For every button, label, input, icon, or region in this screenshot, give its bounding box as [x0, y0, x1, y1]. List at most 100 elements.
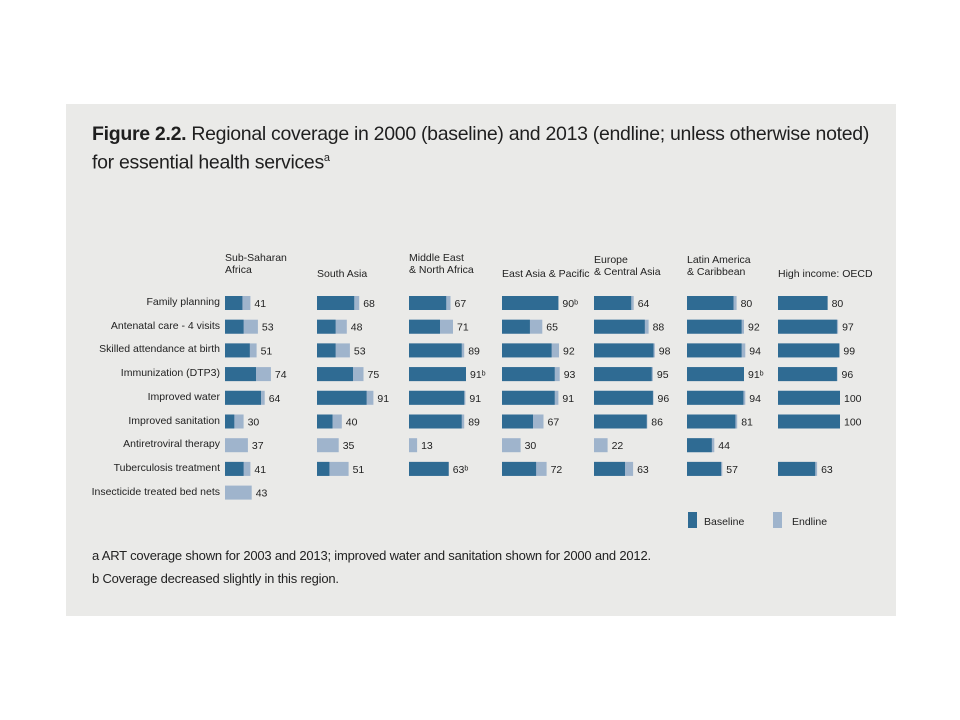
value-label: 86 — [651, 417, 663, 429]
value-label: 13 — [421, 440, 433, 452]
value-label: 96 — [842, 369, 854, 381]
value-label: 41 — [254, 298, 266, 310]
value-label: 72 — [551, 464, 563, 476]
baseline-bar — [687, 414, 736, 429]
value-label: 53 — [354, 345, 366, 357]
baseline-bar — [317, 461, 330, 476]
footnote-b: b Coverage decreased slightly in this re… — [92, 571, 339, 586]
value-label: 75 — [368, 369, 380, 381]
category-label: Improved sanitation — [128, 414, 220, 427]
value-label: 92 — [748, 322, 760, 334]
figure-title-text: Regional coverage in 2000 (baseline) and… — [92, 123, 870, 174]
value-label: 100 — [844, 417, 862, 429]
value-label: 98 — [659, 345, 671, 357]
value-label: 64 — [269, 393, 281, 405]
baseline-bar — [409, 390, 465, 405]
category-label: Improved water — [147, 390, 220, 403]
value-label: 91 — [377, 393, 389, 405]
baseline-bar — [317, 296, 355, 310]
value-label: 43 — [256, 488, 268, 500]
category-label: Antenatal care - 4 visits — [110, 319, 220, 332]
value-label: 99 — [843, 345, 855, 357]
baseline-bar — [225, 367, 256, 382]
baseline-bar — [502, 367, 555, 382]
baseline-bar — [594, 414, 647, 429]
baseline-bar — [225, 390, 261, 405]
baseline-bar — [409, 319, 440, 334]
baseline-bar — [778, 414, 840, 429]
value-label: 97 — [842, 322, 854, 334]
endline-bar — [225, 438, 248, 453]
value-label: 80 — [741, 298, 753, 310]
baseline-bar — [317, 414, 333, 429]
value-label: 92 — [563, 345, 575, 357]
value-label: 80 — [832, 298, 844, 310]
value-label: 91 — [562, 393, 574, 405]
value-label: 22 — [612, 440, 624, 452]
value-label: 91 — [469, 393, 481, 405]
baseline-bar — [225, 343, 250, 358]
region-header: Latin America & Caribbean — [687, 254, 751, 278]
value-label: 41 — [254, 464, 266, 476]
value-label: 51 — [261, 345, 273, 357]
baseline-bar — [225, 319, 244, 334]
baseline-bar — [687, 461, 722, 476]
value-label: 71 — [457, 322, 469, 334]
value-label: 74 — [275, 369, 287, 381]
baseline-bar — [687, 343, 742, 358]
baseline-bar — [409, 414, 462, 429]
value-label: 51 — [353, 464, 365, 476]
region-header: Europe & Central Asia — [594, 254, 661, 278]
value-label: 95 — [657, 369, 669, 381]
value-label: 48 — [351, 322, 363, 334]
baseline-bar — [594, 367, 652, 382]
baseline-bar — [317, 367, 353, 382]
legend-baseline-label: Baseline — [704, 516, 745, 528]
baseline-bar — [409, 367, 466, 382]
value-label: 30 — [525, 440, 537, 452]
baseline-bar — [778, 296, 828, 310]
value-label: 91ᵇ — [470, 369, 486, 381]
endline-bar — [594, 438, 608, 453]
value-label: 94 — [749, 393, 761, 405]
value-label: 88 — [653, 322, 665, 334]
value-label: 68 — [363, 298, 375, 310]
endline-bar — [225, 485, 252, 500]
baseline-bar — [409, 461, 449, 476]
category-label: Skilled attendance at birth — [99, 343, 220, 356]
baseline-bar — [409, 296, 447, 310]
value-label: 53 — [262, 322, 274, 334]
baseline-bar — [225, 461, 244, 476]
figure-number: Figure 2.2. — [92, 123, 187, 145]
value-label: 94 — [749, 345, 761, 357]
baseline-bar — [687, 438, 712, 453]
baseline-bar — [778, 319, 837, 334]
value-label: 89 — [468, 417, 480, 429]
baseline-bar — [778, 461, 816, 476]
footnote-a: a ART coverage shown for 2003 and 2013; … — [92, 548, 651, 563]
legend-baseline-swatch — [688, 512, 697, 528]
figure-title: Figure 2.2. Regional coverage in 2000 (b… — [92, 122, 882, 175]
value-label: 89 — [468, 345, 480, 357]
baseline-bar — [778, 343, 840, 358]
value-label: 67 — [455, 298, 467, 310]
category-label: Immunization (DTP3) — [120, 367, 220, 380]
category-label: Family planning — [146, 296, 220, 308]
value-label: 57 — [726, 464, 738, 476]
baseline-bar — [502, 461, 537, 476]
endline-bar — [502, 438, 521, 453]
value-label: 67 — [548, 417, 560, 429]
value-label: 100 — [844, 393, 862, 405]
value-label: 93 — [564, 369, 576, 381]
baseline-bar — [502, 343, 552, 358]
baseline-bar — [317, 319, 336, 334]
figure-panel — [66, 104, 896, 616]
baseline-bar — [225, 296, 243, 310]
value-label: 44 — [718, 440, 730, 452]
baseline-bar — [502, 296, 559, 310]
value-label: 37 — [252, 440, 264, 452]
region-header: East Asia & Pacific — [502, 268, 590, 280]
value-label: 63 — [821, 464, 833, 476]
value-label: 35 — [343, 440, 355, 452]
baseline-bar — [317, 343, 336, 358]
